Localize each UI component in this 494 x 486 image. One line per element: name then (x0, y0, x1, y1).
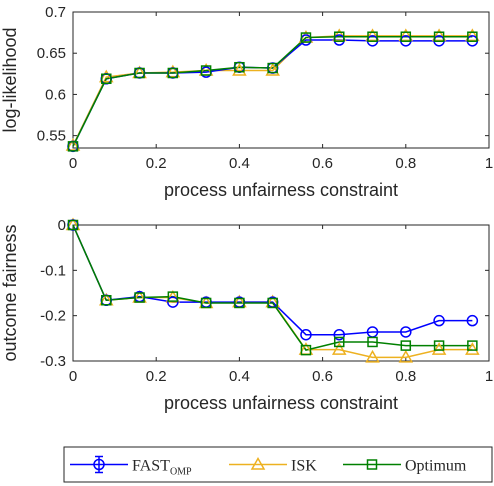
x-tick-label: 1 (485, 155, 493, 172)
legend-marker-square (366, 459, 378, 470)
y-tick-label: 0 (58, 217, 66, 234)
y-tick-label: -0.2 (40, 308, 66, 325)
data-point-square (101, 295, 112, 306)
data-point-square (400, 31, 412, 42)
y-tick-label: 0.7 (45, 4, 66, 21)
series-line-square (72, 224, 473, 351)
data-point-circle (433, 314, 445, 327)
data-point-square (467, 31, 478, 42)
data-point-square (267, 62, 278, 74)
x-tick-label: 0.2 (146, 155, 167, 172)
data-point-square (333, 31, 345, 42)
legend-marker-circle (93, 458, 105, 471)
data-point-circle (333, 328, 345, 341)
data-point-square (67, 219, 79, 231)
data-point-triangle (365, 28, 380, 42)
x-axis-label: process unfairness constraint (164, 180, 398, 200)
data-point-circle (400, 326, 412, 338)
x-tick-label: 0.8 (395, 368, 416, 385)
data-point-triangle (232, 63, 247, 76)
data-point-triangle (165, 64, 181, 78)
data-point-circle (466, 314, 479, 327)
x-tick-label: 0 (69, 368, 77, 385)
data-point-square (333, 336, 345, 348)
data-point-triangle (265, 63, 280, 76)
x-tick-label: 0.6 (312, 368, 333, 385)
y-tick-label: -0.3 (40, 353, 66, 370)
series-line-square (72, 35, 473, 147)
y-tick-label: -0.1 (40, 262, 66, 279)
data-point-triangle (465, 28, 480, 42)
y-tick-label: 0.55 (37, 128, 66, 145)
data-point-square (367, 336, 378, 348)
loglikelihood-panel: 0 0.2 0.4 0.6 0.8 1 0.55 0.6 0.65 0.7 process unfa… (0, 4, 493, 200)
y-tick-label: 0.65 (37, 45, 66, 62)
data-point-square (467, 340, 478, 351)
data-point-square (101, 73, 112, 85)
data-point-triangle (431, 342, 447, 355)
y-axis-label: log-likelihood (0, 27, 20, 132)
data-point-triangle (465, 342, 480, 355)
x-tick-label: 0 (69, 155, 77, 172)
plot-area (72, 11, 490, 149)
data-point-square (367, 31, 378, 42)
data-point-triangle (431, 28, 447, 42)
legend-label: ISK (291, 458, 317, 475)
y-tick-label: 0.6 (45, 86, 66, 103)
x-axis-label: process unfairness constraint (164, 393, 398, 413)
data-point-triangle (331, 342, 347, 355)
data-point-square (267, 297, 278, 309)
legend: FASTOMP ISK Optimum (63, 446, 493, 483)
data-point-square (234, 61, 245, 73)
legend-label-sub: OMP (170, 467, 192, 478)
legend-label-main: FAST (132, 458, 170, 475)
legend-label: Optimum (405, 458, 467, 475)
x-tick-label: 0.4 (229, 155, 250, 172)
y-axis-label: outcome fairness (0, 224, 20, 361)
data-point-square (433, 31, 445, 42)
data-point-triangle (98, 69, 114, 83)
data-point-circle (167, 296, 179, 308)
x-tick-label: 0.8 (395, 155, 416, 172)
data-point-square (200, 297, 212, 309)
x-tick-label: 0.4 (229, 368, 250, 385)
data-point-triangle (165, 290, 181, 303)
x-tick-label: 0.6 (312, 155, 333, 172)
data-point-square (167, 291, 179, 302)
legend-label-main: ISK (291, 458, 317, 475)
legend-label: FASTOMP (132, 458, 192, 478)
data-point-triangle (398, 349, 414, 363)
legend-label-main: Optimum (405, 458, 467, 475)
data-point-square (400, 340, 412, 351)
data-point-square (67, 141, 79, 152)
data-point-square (200, 65, 212, 76)
data-point-square (234, 297, 245, 309)
data-point-triangle (398, 28, 414, 42)
data-point-square (167, 67, 179, 79)
data-point-square (300, 344, 312, 356)
x-tick-label: 1 (485, 368, 493, 385)
data-point-circle (300, 328, 312, 341)
outcome-fairness-panel: 0 0.2 0.4 0.6 0.8 1 -0.3 -0.2 -0.1 0 process unfai… (0, 217, 493, 413)
data-point-triangle (65, 138, 81, 151)
data-point-square (134, 67, 145, 79)
data-point-square (433, 340, 445, 351)
series-line-circle (72, 224, 473, 336)
legend-marker-triangle (250, 456, 266, 470)
data-point-square (300, 32, 312, 43)
data-point-triangle (365, 349, 380, 363)
data-point-square (134, 292, 145, 303)
x-tick-label: 0.2 (146, 368, 167, 385)
